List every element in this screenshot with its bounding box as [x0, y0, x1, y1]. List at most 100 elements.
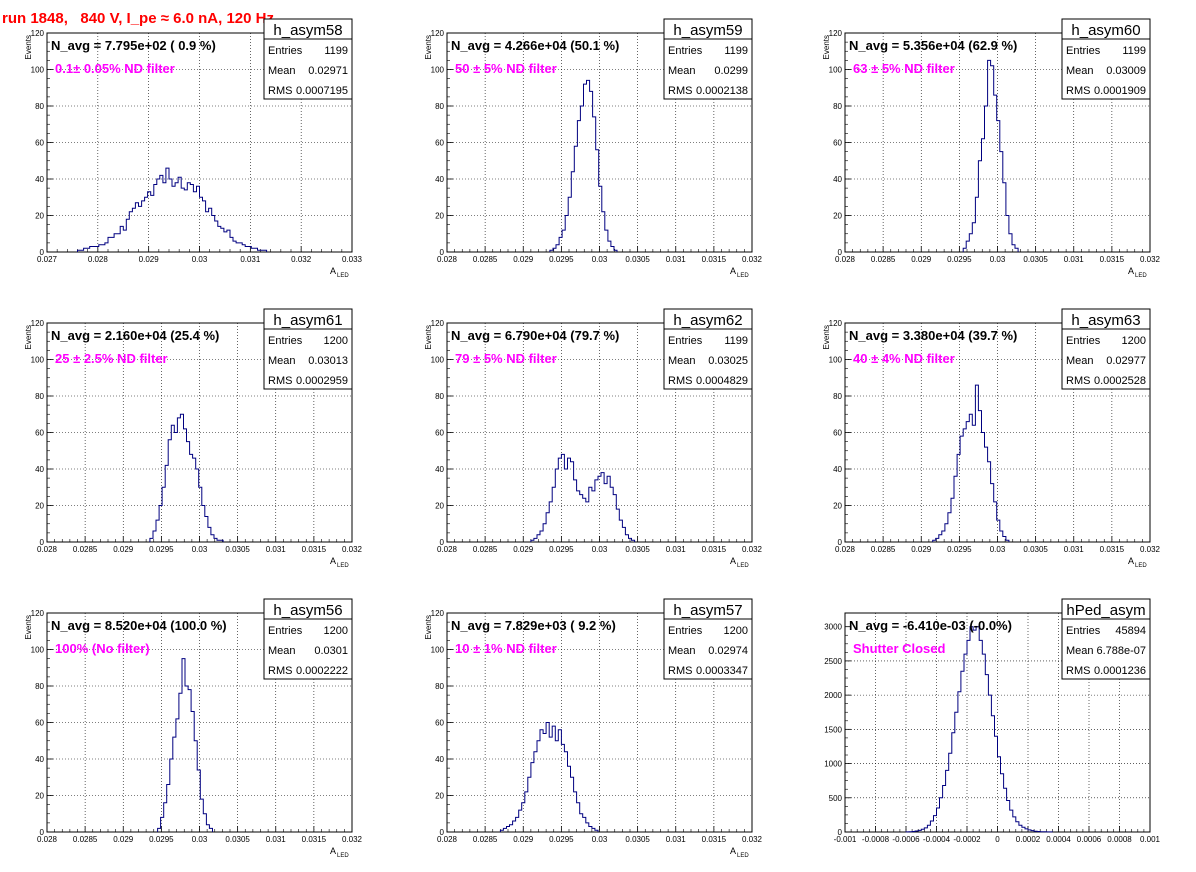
x-tick-label: 0.029: [513, 835, 534, 844]
y-tick-label: 100: [431, 356, 445, 365]
stats-value: 1200: [1122, 335, 1146, 347]
x-tick-label: 0.0305: [1023, 545, 1048, 554]
x-tick-label: 0.03: [990, 255, 1006, 264]
y-tick-label: 0: [838, 248, 843, 257]
filter-label: 10 ± 1% ND filter: [455, 641, 557, 656]
stats-value: 1199: [324, 45, 348, 57]
y-tick-label: 0: [440, 538, 445, 547]
stats-value: 0.0003347: [696, 665, 748, 677]
x-tick-label: 0.0315: [702, 835, 727, 844]
histogram-name: hPed_asym: [1066, 602, 1145, 619]
y-tick-label: 20: [435, 792, 444, 801]
x-tick-label: 0.029: [113, 545, 134, 554]
y-tick-label: 3000: [824, 623, 842, 632]
histogram-name: h_asym60: [1071, 22, 1140, 39]
x-tick-label: 0.0285: [473, 545, 498, 554]
stats-value: 0.0001909: [1094, 85, 1146, 97]
x-axis-label-subscript: LED: [737, 853, 749, 859]
x-tick-label: -0.0006: [892, 835, 920, 844]
n-avg-label: N_avg = 7.795e+02 ( 0.9 %): [51, 38, 216, 53]
y-axis-label: Events: [424, 615, 433, 639]
x-tick-label: 0.031: [1064, 545, 1085, 554]
y-tick-label: 20: [35, 212, 44, 221]
y-tick-label: 100: [31, 66, 45, 75]
stats-label: Entries: [268, 335, 303, 347]
y-tick-label: 100: [31, 356, 45, 365]
x-tick-label: 0.029: [911, 255, 932, 264]
y-tick-label: 0: [440, 828, 445, 837]
stats-label: RMS: [268, 665, 292, 677]
x-tick-label: 0.0295: [549, 835, 574, 844]
stats-label: RMS: [1066, 375, 1090, 387]
histogram-name: h_asym57: [673, 602, 742, 619]
y-tick-label: 100: [431, 646, 445, 655]
y-tick-label: 0: [838, 538, 843, 547]
y-tick-label: 20: [435, 502, 444, 511]
y-tick-label: 60: [35, 719, 44, 728]
stats-label: RMS: [1066, 665, 1090, 677]
x-tick-label: 0.033: [342, 255, 363, 264]
stats-value: 0.02971: [308, 65, 348, 77]
x-axis-label: A: [730, 556, 736, 566]
x-tick-label: 0.0305: [625, 545, 650, 554]
x-tick-label: 0.032: [342, 835, 363, 844]
stats-value: 0.0002528: [1094, 375, 1146, 387]
x-axis-label-subscript: LED: [337, 853, 349, 859]
stats-value: 0.03025: [708, 355, 748, 367]
y-tick-label: 0: [40, 828, 45, 837]
histogram-panel-hPed_asym: -0.001 -0.0008 -0.0006 -0.0004 -0.0002 0 0.000…: [824, 599, 1160, 844]
y-axis-label: Events: [822, 325, 831, 349]
y-tick-label: 80: [35, 682, 44, 691]
filter-label: 40 ± 4% ND filter: [853, 351, 955, 366]
y-tick-label: 60: [435, 139, 444, 148]
x-tick-label: 0.029: [513, 545, 534, 554]
x-tick-label: 0.0305: [225, 545, 250, 554]
n-avg-label: N_avg = 7.829e+03 ( 9.2 %): [451, 618, 616, 633]
filter-label: 63 ± 5% ND filter: [853, 61, 955, 76]
y-tick-label: 20: [35, 502, 44, 511]
y-tick-label: 40: [35, 175, 44, 184]
x-tick-label: 0.0285: [871, 255, 896, 264]
y-axis-label: Events: [24, 615, 33, 639]
y-tick-label: 100: [31, 646, 45, 655]
stats-value: 0.03013: [308, 355, 348, 367]
x-tick-label: 0.0315: [302, 835, 327, 844]
x-axis-label-subscript: LED: [337, 273, 349, 279]
x-tick-label: 0.032: [1140, 255, 1161, 264]
y-tick-label: 80: [833, 392, 842, 401]
stats-value: 45894: [1115, 625, 1146, 637]
stats-value: 6.788e-07: [1096, 645, 1146, 657]
histogram-panel-h_asym61: 0.028 0.0285 0.029 0.0295 0.03 0.0305 0.031 0.0…: [24, 309, 363, 569]
n-avg-label: N_avg = 8.520e+04 (100.0 %): [51, 618, 227, 633]
x-axis-label: A: [330, 556, 336, 566]
y-tick-label: 40: [435, 755, 444, 764]
x-tick-label: 0.0305: [625, 835, 650, 844]
filter-label: 50 ± 5% ND filter: [455, 61, 557, 76]
x-tick-label: 0.028: [88, 255, 109, 264]
y-axis-label: Events: [24, 325, 33, 349]
y-tick-label: 40: [833, 465, 842, 474]
y-tick-label: 0: [40, 538, 45, 547]
y-tick-label: 40: [35, 755, 44, 764]
x-tick-label: 0.03: [192, 545, 208, 554]
x-tick-label: 0.0004: [1046, 835, 1071, 844]
x-tick-label: 0.0295: [149, 545, 174, 554]
x-tick-label: 0.0315: [302, 545, 327, 554]
stats-value: 0.02974: [708, 645, 748, 657]
stats-label: RMS: [1066, 85, 1090, 97]
histogram-name: h_asym59: [673, 22, 742, 39]
x-tick-label: 0.0315: [702, 255, 727, 264]
x-tick-label: 0.029: [513, 255, 534, 264]
stats-label: RMS: [668, 85, 692, 97]
histogram-name: h_asym58: [273, 22, 342, 39]
stats-value: 0.0001236: [1094, 665, 1146, 677]
filter-label: 100% (No filter): [55, 641, 150, 656]
stats-label: Mean: [1066, 355, 1094, 367]
stats-value: 0.0301: [314, 645, 348, 657]
stats-label: Entries: [1066, 335, 1101, 347]
y-tick-label: 80: [435, 102, 444, 111]
histogram-panel-h_asym60: 0.028 0.0285 0.029 0.0295 0.03 0.0305 0.031 0.0…: [822, 19, 1161, 279]
stats-value: 1199: [724, 45, 748, 57]
stats-value: 0.02977: [1106, 355, 1146, 367]
filter-label: 79 ± 5% ND filter: [455, 351, 557, 366]
